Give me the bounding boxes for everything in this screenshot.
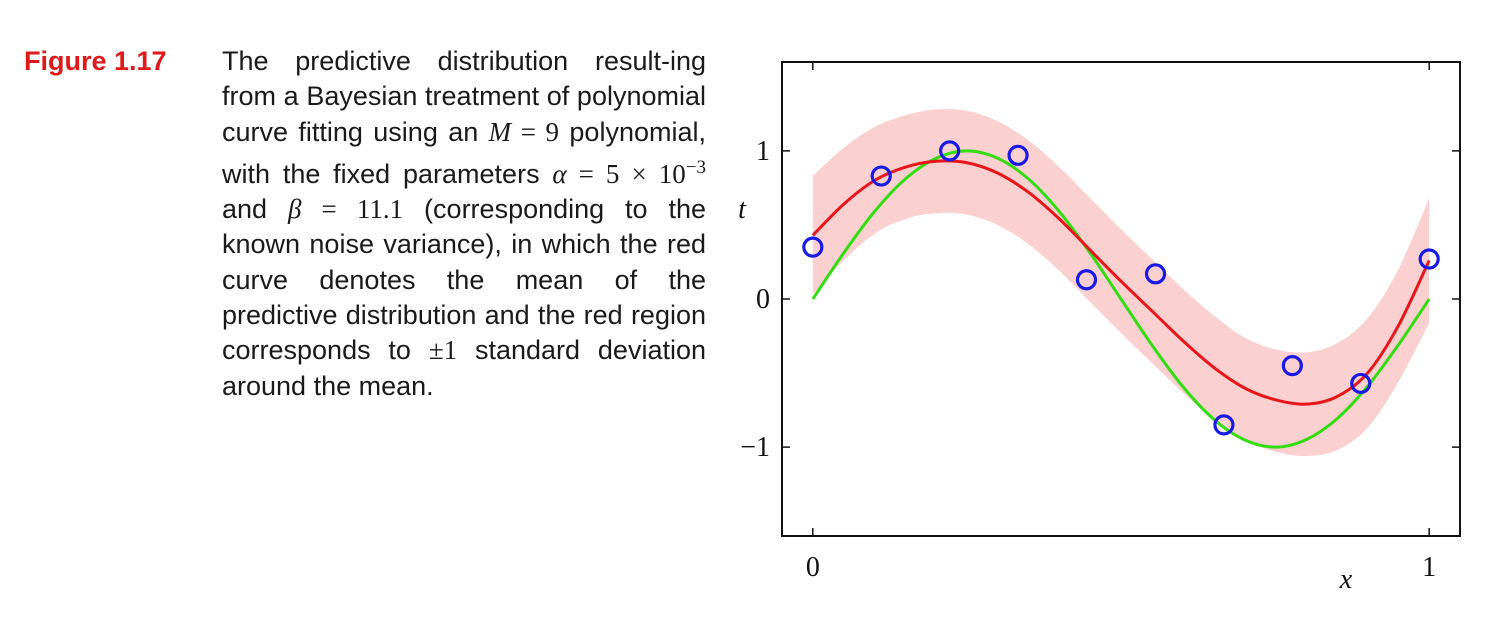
x-axis-label: x [1339,564,1353,595]
data-point [939,140,961,162]
figure-caption: The predictive distribution result-ing f… [222,44,706,404]
caption-symbol-m: M [488,116,512,147]
caption-exponent: −3 [685,156,706,178]
caption-text-5: standard deviation around the mean. [222,335,706,401]
caption-equation-m: = 9 [511,116,560,147]
caption-equation-alpha: = 5 × 10 [566,158,686,189]
x-tick-label: 1 [1422,552,1436,583]
data-point [1007,144,1029,166]
data-point [1418,248,1440,270]
data-point [1075,269,1098,291]
caption-text-1: The predictive distribution result-ing f… [222,46,706,147]
figure-label: Figure 1.17 [24,46,167,76]
caption-text-3: and [222,194,288,225]
x-tick-label: 0 [806,552,820,583]
predictive-mean-curve [811,159,1431,406]
data-point [1144,263,1167,285]
y-tick-label: −1 [740,432,770,463]
caption-symbol-beta: β [287,194,302,225]
caption-text-2: polynomial, with the fixed parameters [222,116,706,189]
y-tick-label: 1 [756,136,770,167]
caption-text-4: (corresponding to the known noise varian… [222,194,706,366]
true-function-curve [811,149,1431,449]
data-point [870,165,892,187]
caption-plus-minus: ±1 [428,335,458,366]
y-tick-label: 0 [756,284,770,315]
y-axis-label: t [738,194,747,225]
caption-symbol-alpha: α [552,158,567,189]
data-point [1213,414,1235,436]
data-point [1281,355,1303,377]
caption-equation-beta: = 11.1 [301,194,404,225]
data-point [1350,372,1372,395]
data-point [802,236,824,258]
